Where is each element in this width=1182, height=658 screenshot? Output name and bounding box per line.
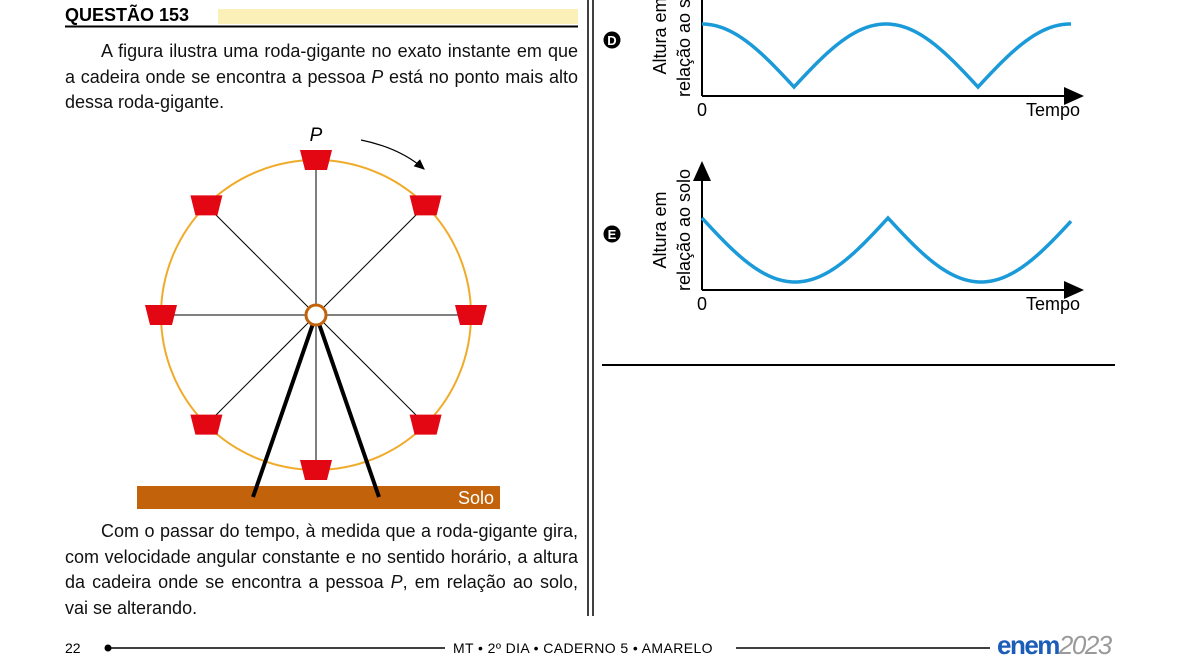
spoke <box>315 205 426 316</box>
page-number: 22 <box>65 640 81 656</box>
cabin <box>409 195 442 216</box>
x-axis-label: Tempo <box>1026 294 1080 314</box>
spoke <box>206 314 317 425</box>
support-leg <box>251 314 318 498</box>
y-axis-label: Altura em <box>650 0 670 75</box>
intro-paragraph: A figura ilustra uma roda-gigante no exa… <box>65 39 578 116</box>
cabin <box>300 460 332 480</box>
hub <box>304 303 328 327</box>
year: 2023 <box>1058 630 1112 658</box>
option-badge <box>603 225 621 243</box>
cabin <box>455 305 487 325</box>
y-axis-label: relação ao solo <box>674 0 694 97</box>
y-axis-label: Altura em <box>650 191 670 268</box>
option-badge <box>603 31 621 49</box>
brand-logo: enem2023 <box>997 630 1112 658</box>
footer-info: MT • 2º DIA • CADERNO 5 • AMARELO <box>453 640 713 656</box>
ground-label: Solo <box>458 488 494 508</box>
spoke <box>206 205 317 316</box>
cabin <box>145 305 177 325</box>
origin-label: 0 <box>697 100 707 120</box>
ground <box>137 486 500 509</box>
y-axis-label: relação ao solo <box>674 169 694 291</box>
footer-lines <box>104 644 990 652</box>
text: está no ponto mais alto dessa roda-gigan… <box>65 66 578 113</box>
x-axis-label: Tempo <box>1026 100 1080 120</box>
italic-text: P <box>371 66 384 87</box>
cabin <box>300 150 332 170</box>
origin-label: 0 <box>697 294 707 314</box>
spoke <box>315 314 426 425</box>
italic-text: P <box>390 572 403 593</box>
text: A figura ilustra uma roda-gigante no exa… <box>65 41 578 87</box>
rotation-arrow <box>360 139 425 170</box>
question-title: QUESTÃO 153 <box>65 5 190 25</box>
cabin <box>190 195 223 216</box>
support-leg <box>314 314 381 498</box>
cabin <box>409 414 442 435</box>
body-paragraph: Com o passar do tempo, à medida que a ro… <box>65 519 578 622</box>
person-label: P <box>310 125 323 146</box>
title-highlight <box>218 9 578 24</box>
height-curve <box>701 22 1072 90</box>
ferris-wheel: Solo P <box>137 125 500 509</box>
text: , em relação ao solo, vai se alterando. <box>65 572 578 619</box>
text: Com o passar do tempo, à medida que a ro… <box>65 521 578 593</box>
option-letter: E <box>608 227 617 242</box>
brand: enem <box>997 630 1060 658</box>
height-curve <box>700 215 1073 284</box>
option-letter: D <box>607 33 616 48</box>
cabin <box>190 414 223 435</box>
